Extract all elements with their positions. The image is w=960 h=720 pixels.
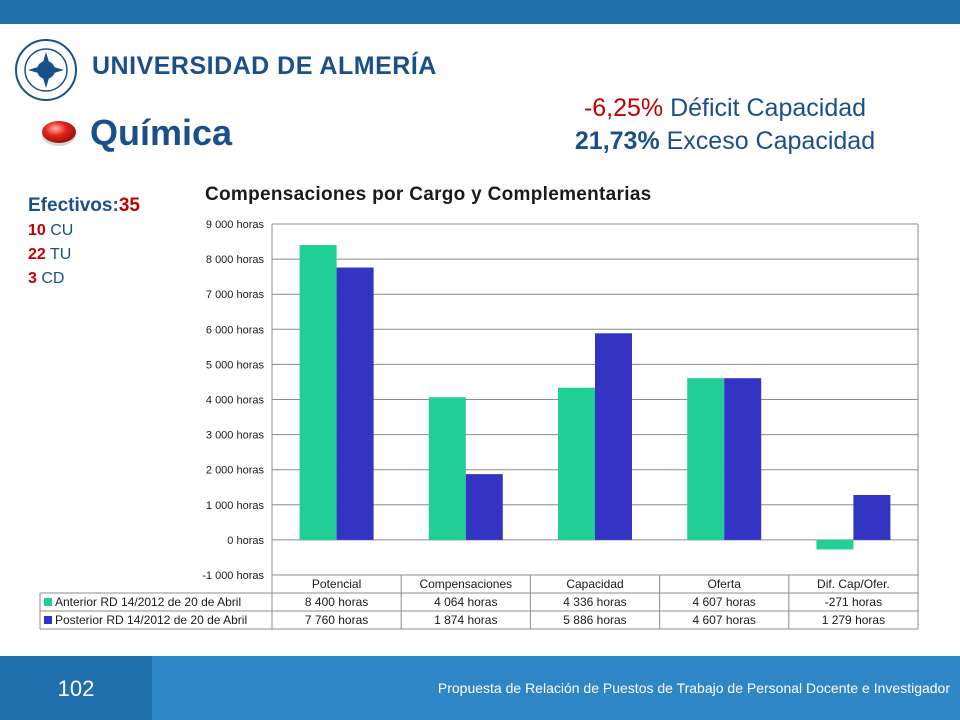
- data-label: 8 400 horas: [305, 595, 368, 609]
- bar-2: [595, 333, 632, 540]
- efectivos-code: TU: [45, 246, 72, 263]
- efectivos-row-cu: 10 CU: [28, 219, 140, 243]
- data-label: 4 064 horas: [434, 595, 497, 609]
- capacity-summary: -6,25% Déficit Capacidad 21,73% Exceso C…: [540, 92, 910, 158]
- bar-1: [687, 378, 725, 540]
- data-label: -271 horas: [825, 595, 882, 609]
- top-bar: [0, 0, 960, 24]
- efectivos-total: 35: [118, 195, 140, 216]
- slide-title: Química: [90, 112, 233, 153]
- efectivos-label: Efectivos:: [28, 195, 119, 216]
- x-category-label: Dif. Cap/Ofer.: [817, 577, 890, 591]
- bar-2: [853, 495, 891, 540]
- y-tick-label: 5 000 horas: [206, 359, 265, 371]
- bar-2: [336, 267, 374, 540]
- y-tick-label: 3 000 horas: [206, 430, 265, 442]
- efectivos-row-tu: 22 TU: [28, 243, 140, 267]
- efectivos-count: 10: [28, 222, 46, 239]
- data-label: 7 760 horas: [305, 613, 368, 627]
- data-label: 4 607 horas: [693, 595, 756, 609]
- y-tick-label: 1 000 horas: [206, 500, 265, 512]
- efectivos-count: 3: [28, 270, 37, 287]
- deficit-value: -6,25%: [583, 94, 664, 122]
- page-number: 102: [57, 676, 95, 701]
- footer-page-box: [0, 656, 152, 720]
- data-label: 4 607 horas: [693, 613, 756, 627]
- y-tick-label: -1 000 horas: [202, 570, 264, 582]
- efectivos-count: 22: [28, 246, 46, 263]
- bar-1: [558, 387, 595, 540]
- bar-1: [816, 539, 854, 550]
- bar-1: [428, 397, 466, 540]
- y-tick-label: 4 000 horas: [206, 395, 265, 407]
- y-tick-label: 0 horas: [227, 535, 264, 547]
- y-tick-label: 6 000 horas: [206, 324, 265, 336]
- footer-bar: [152, 656, 960, 720]
- y-tick-label: 8 000 horas: [206, 254, 265, 266]
- bar-2: [724, 378, 762, 540]
- data-label: 5 886 horas: [563, 613, 626, 627]
- x-category-label: Compensaciones: [419, 577, 512, 591]
- x-category-label: Capacidad: [566, 577, 623, 591]
- excess-label: Exceso Capacidad: [659, 127, 876, 155]
- university-name: UNIVERSIDAD DE ALMERÍA: [92, 52, 437, 80]
- chart-title: Compensaciones por Cargo y Complementari…: [205, 184, 652, 205]
- efectivos-code: CU: [45, 222, 74, 239]
- legend-entry: Anterior RD 14/2012 de 20 de Abril: [55, 595, 241, 609]
- footer-text: Propuesta de Relación de Puestos de Trab…: [437, 680, 950, 696]
- x-category-label: Oferta: [708, 577, 742, 591]
- y-tick-label: 7 000 horas: [206, 289, 265, 301]
- legend-entry: Posterior RD 14/2012 de 20 de Abril: [55, 613, 247, 627]
- legend-swatch: [44, 598, 52, 606]
- excess-value: 21,73%: [574, 127, 660, 155]
- university-seal-icon: [15, 39, 77, 101]
- data-label: 4 336 horas: [563, 595, 626, 609]
- data-label: 1 279 horas: [822, 613, 885, 627]
- deficit-line: -6,25% Déficit Capacidad: [540, 92, 910, 125]
- bar-chart: 9 000 horas 8 000 horas 7 000 horas 6 000 h…: [39, 219, 919, 630]
- y-tick-label: 2 000 horas: [206, 465, 265, 477]
- excess-line: 21,73% Exceso Capacidad: [540, 125, 910, 158]
- efectivos-box: Efectivos:35 10 CU 22 TU 3 CD: [28, 193, 140, 291]
- efectivos-row-cd: 3 CD: [28, 267, 140, 291]
- efectivos-code: CD: [36, 270, 65, 287]
- legend-swatch: [44, 616, 52, 624]
- data-label: 1 874 horas: [434, 613, 497, 627]
- x-category-label: Potencial: [312, 577, 361, 591]
- bar-1: [299, 245, 337, 540]
- red-oval-bullet-icon: [42, 121, 76, 146]
- deficit-label: Déficit Capacidad: [663, 94, 867, 122]
- y-tick-label: 9 000 horas: [206, 219, 265, 231]
- bar-2: [465, 474, 503, 540]
